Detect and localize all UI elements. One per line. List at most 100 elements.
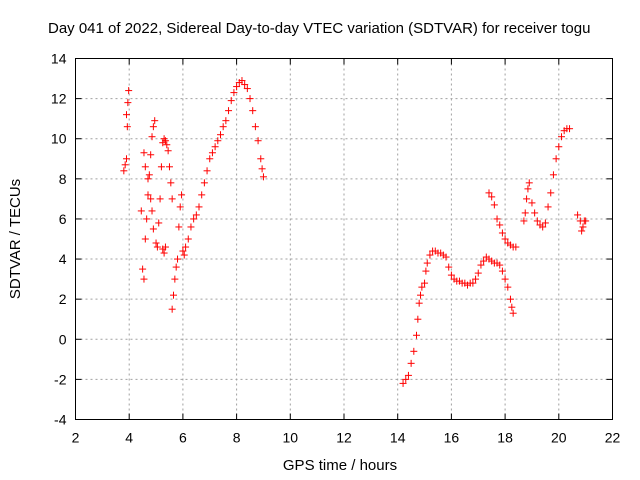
data-point (426, 251, 434, 259)
data-point (415, 299, 423, 307)
data-point (423, 259, 431, 267)
data-point (474, 269, 482, 277)
y-tick-label: 0 (59, 331, 67, 347)
data-point (555, 143, 563, 151)
y-tick-label: 12 (51, 91, 67, 107)
data-point (170, 291, 178, 299)
y-tick-label: 6 (59, 211, 67, 227)
x-axis-title: GPS time / hours (283, 457, 397, 474)
data-points (120, 77, 590, 387)
data-point (164, 147, 172, 155)
data-point (566, 125, 574, 133)
data-point (520, 217, 528, 225)
data-point (208, 149, 216, 157)
data-point (192, 211, 200, 219)
data-point (442, 253, 450, 261)
data-point (227, 97, 235, 105)
data-point (480, 257, 488, 265)
data-point (582, 217, 590, 225)
data-point (203, 167, 211, 175)
data-point (168, 195, 176, 203)
data-point (557, 133, 565, 141)
data-point (157, 163, 165, 171)
data-point (496, 261, 504, 269)
data-point (412, 331, 420, 339)
data-point (165, 163, 173, 171)
data-point (257, 155, 265, 163)
data-point (233, 83, 241, 91)
data-point (148, 207, 156, 215)
data-point (145, 171, 153, 179)
y-tick-label: -2 (54, 371, 67, 387)
data-point (506, 295, 514, 303)
data-point (123, 123, 131, 131)
data-point (124, 99, 132, 107)
data-point (137, 207, 145, 215)
data-point (147, 151, 155, 159)
data-point (509, 309, 517, 317)
x-tick-label: 20 (551, 430, 567, 446)
data-point (251, 123, 259, 131)
y-tick-labels: -4 -2 0 2 4 6 8 10 12 14 (51, 51, 67, 428)
data-point (496, 221, 504, 229)
data-point (472, 275, 480, 283)
data-point (404, 371, 412, 379)
data-point (143, 215, 151, 223)
data-point (488, 193, 496, 201)
data-point (402, 375, 410, 383)
x-tick-label: 14 (390, 430, 406, 446)
data-point (528, 199, 536, 207)
data-point (187, 223, 195, 231)
x-tick-label: 2 (72, 430, 80, 446)
data-point (144, 175, 152, 183)
axis-ticks (75, 58, 613, 420)
data-point (508, 303, 516, 311)
data-point (501, 275, 509, 283)
data-point (249, 107, 257, 115)
data-point (410, 347, 418, 355)
data-point (214, 137, 222, 145)
x-tick-label: 10 (283, 430, 299, 446)
data-point (161, 243, 169, 251)
data-point (121, 161, 129, 169)
x-tick-label: 6 (179, 430, 187, 446)
data-point (168, 305, 176, 313)
chart-title: Day 041 of 2022, Sidereal Day-to-day VTE… (48, 20, 590, 37)
data-point (524, 185, 532, 193)
data-point (578, 227, 586, 235)
data-point (211, 143, 219, 151)
y-tick-label: 14 (51, 51, 67, 67)
data-point (417, 291, 425, 299)
data-point (141, 163, 149, 171)
data-point (469, 279, 477, 287)
data-point (399, 379, 407, 387)
data-point (180, 251, 188, 259)
data-point (421, 279, 429, 287)
data-point (140, 149, 148, 157)
data-point (504, 283, 512, 291)
data-point (155, 219, 163, 227)
y-tick-label: 10 (51, 131, 67, 147)
data-point (148, 133, 156, 141)
data-point (161, 137, 169, 145)
data-point (539, 223, 547, 231)
data-point (140, 275, 148, 283)
data-point (485, 189, 493, 197)
data-point (230, 89, 238, 97)
data-point (490, 201, 498, 209)
data-point (222, 117, 230, 125)
y-axis-title: SDTVAR / TECUs (7, 179, 24, 299)
data-point (533, 217, 541, 225)
y-tick-label: 2 (59, 291, 67, 307)
data-point (147, 195, 155, 203)
data-point (153, 243, 161, 251)
data-point (141, 235, 149, 243)
data-point (198, 191, 206, 199)
data-point (258, 165, 266, 173)
x-tick-label: 12 (336, 430, 352, 446)
data-point (547, 189, 555, 197)
data-point (549, 171, 557, 179)
data-point (184, 235, 192, 243)
y-tick-label: 4 (59, 251, 67, 267)
